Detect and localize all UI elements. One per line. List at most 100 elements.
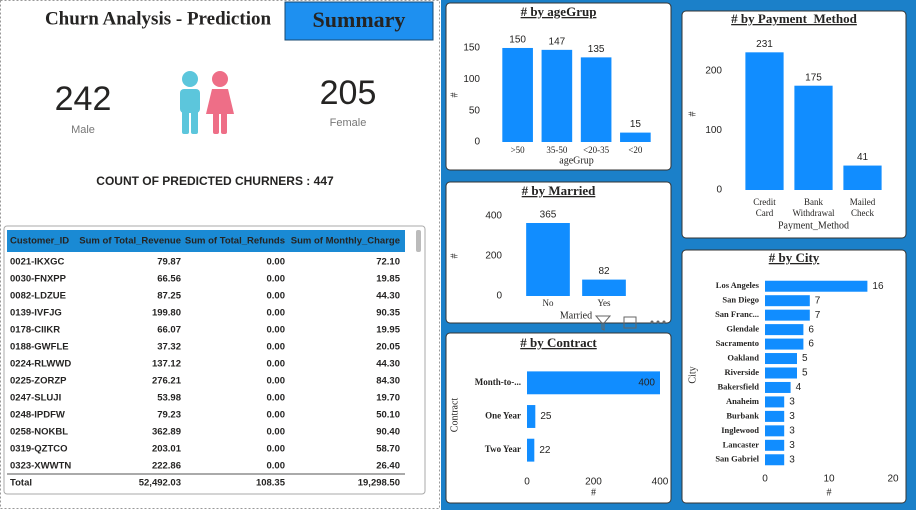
table-header	[7, 230, 405, 252]
data-label: 5	[802, 353, 808, 364]
category-label: Bank Withdrawal	[792, 197, 835, 218]
table-cell: 72.10	[376, 257, 400, 268]
y-axis-label: #	[687, 112, 698, 117]
bar	[527, 405, 536, 428]
table-cell: 20.05	[376, 342, 400, 353]
female-count: 205	[320, 74, 377, 112]
bar	[765, 295, 810, 307]
bar	[765, 410, 785, 422]
category-line: Mailed	[850, 197, 876, 207]
table-cell: 50.10	[376, 410, 400, 421]
table-cell: 0225-ZORZP	[10, 376, 67, 387]
table-cell: 137.12	[152, 359, 181, 370]
churners-kpi: COUNT OF PREDICTED CHURNERS : 447	[96, 174, 334, 188]
table-cell: 44.30	[376, 291, 400, 302]
table-cell: 0.00	[267, 308, 286, 319]
column-header: Sum of Monthly_Charge	[291, 236, 400, 247]
category-label: Credit Card	[753, 197, 776, 218]
category-label: San Franc...	[715, 309, 759, 319]
y-tick-label: 200	[705, 65, 722, 76]
x-tick-label: 10	[823, 474, 835, 485]
table-cell: 0.00	[267, 461, 286, 472]
table-cell: 66.07	[157, 325, 181, 336]
category-label: Oakland	[727, 352, 759, 362]
summary-button[interactable]: Summary	[284, 1, 434, 41]
x-tick-label: 400	[652, 477, 669, 488]
category-label: Month-to-...	[475, 377, 521, 387]
table-cell: 0.00	[267, 291, 286, 302]
bar	[765, 338, 804, 350]
category-label: Los Angeles	[716, 280, 760, 290]
bar	[541, 49, 573, 142]
bar	[765, 381, 791, 393]
table-cell: 79.23	[157, 410, 181, 421]
bar	[765, 396, 785, 408]
chart-title: # by ageGrup	[521, 4, 597, 19]
category-label: No	[543, 298, 554, 308]
y-tick-label: 0	[496, 291, 502, 302]
data-label: 147	[549, 36, 566, 47]
table-cell: 19.70	[376, 393, 400, 404]
data-label: 82	[598, 266, 610, 277]
female-label: Female	[330, 117, 367, 129]
table-cell: 84.30	[376, 376, 400, 387]
y-tick-label: 100	[463, 74, 480, 85]
table-cell: 0.00	[267, 342, 286, 353]
x-tick-label: 0	[762, 474, 768, 485]
category-label: Yes	[597, 298, 611, 308]
y-tick-label: 150	[463, 43, 480, 54]
category-label: Burbank	[726, 410, 759, 420]
category-label: 35-50	[546, 145, 567, 155]
category-line: <20-35	[583, 145, 610, 155]
total-cell: Total	[10, 478, 32, 489]
y-tick-label: 100	[705, 125, 722, 136]
chart: # by ageGrup ageGrup #0 50 100 150 >50 150 35-50…	[445, 2, 672, 171]
chart: # by City # City 0 10 20 Los Angeles 16 San Dieg…	[681, 249, 907, 504]
table-cell: 19.85	[376, 274, 400, 285]
male-icon	[180, 71, 200, 134]
table-cell: 0224-RLWWD	[10, 359, 71, 370]
button-box[interactable]	[284, 1, 434, 41]
chart-title: # by Payment_Method	[731, 11, 857, 26]
data-label: 231	[756, 39, 773, 50]
table-cell: 0188-GWFLE	[10, 342, 69, 353]
x-tick-label: 200	[585, 477, 602, 488]
x-axis-label: ageGrup	[559, 155, 593, 166]
bar	[765, 367, 797, 379]
data-label: 135	[588, 44, 605, 55]
total-cell: 52,492.03	[139, 478, 181, 489]
table-cell: 0030-FNXPP	[10, 274, 67, 285]
table-cell: 58.70	[376, 444, 400, 455]
chart-card	[445, 332, 672, 504]
category-label: Lancaster	[723, 439, 760, 449]
data-label: 25	[540, 411, 552, 422]
bar	[765, 454, 785, 466]
category-line: 35-50	[546, 145, 567, 155]
table-cell: 44.30	[376, 359, 400, 370]
table-cell: 0247-SLUJI	[10, 393, 61, 404]
table-cell: 0258-NOKBL	[10, 427, 68, 438]
table-cell: 0.00	[267, 410, 286, 421]
visual-toolbar[interactable]	[594, 315, 666, 331]
category-line: Credit	[753, 197, 776, 207]
column-header: Sum of Total_Revenue	[79, 236, 181, 247]
y-tick-label: 0	[716, 185, 722, 196]
churners-value: 447	[314, 174, 334, 188]
bar	[527, 371, 660, 395]
chart-title: # by Contract	[520, 335, 597, 350]
table-cell: 0.00	[267, 274, 286, 285]
bar	[765, 353, 797, 365]
data-label: 3	[789, 425, 795, 436]
category-line: Withdrawal	[792, 208, 835, 218]
button-label[interactable]: Summary	[313, 7, 406, 32]
data-label: 3	[789, 454, 795, 465]
data-label: 6	[808, 324, 814, 335]
table-cell: 90.40	[376, 427, 400, 438]
bar	[843, 165, 882, 190]
scrollbar[interactable]	[416, 230, 421, 252]
x-axis-label: #	[827, 487, 832, 498]
category-label: Inglewood	[721, 425, 759, 435]
bar	[765, 425, 785, 437]
category-line: Bank	[804, 197, 823, 207]
bar	[794, 85, 833, 190]
